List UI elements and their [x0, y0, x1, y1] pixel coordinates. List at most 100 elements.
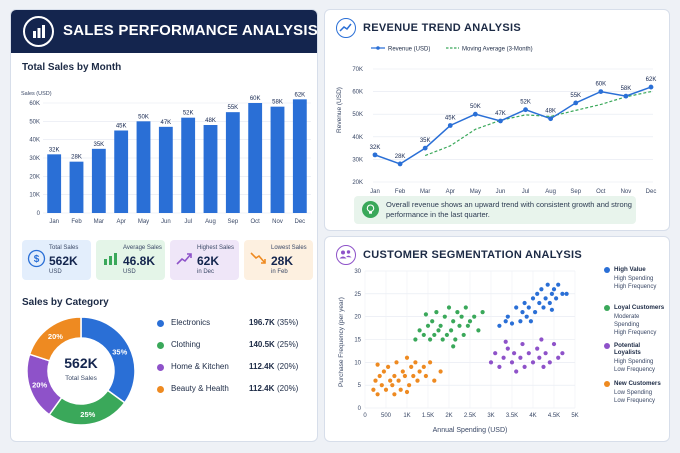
- trend-x-tick: Oct: [596, 189, 606, 195]
- bar-data-label: 62K: [294, 92, 305, 98]
- scatter-y-tick: 25: [354, 292, 361, 298]
- bar-data-label: 32K: [49, 147, 60, 153]
- kpi-label: Average Sales: [123, 245, 162, 251]
- bar-x-tick: Dec: [294, 219, 305, 225]
- bar: [114, 130, 129, 213]
- category-percent: (20%): [277, 384, 299, 393]
- scatter-point: [528, 319, 533, 324]
- legend-dot: [604, 305, 610, 311]
- scatter-x-tick: 4.5K: [548, 413, 560, 419]
- bar-x-tick: Jun: [161, 219, 171, 225]
- legend-dot: [604, 343, 610, 349]
- scatter-point: [423, 312, 428, 317]
- scatter-point: [541, 364, 546, 369]
- segment-legend-text: New Customers Low Spending Low Frequency: [614, 380, 666, 405]
- trend-up-icon: [176, 253, 192, 265]
- bar-y-tick: 50K: [29, 119, 40, 125]
- donut-slice-label: 20%: [32, 380, 47, 389]
- segment-name: Potential Loyalists: [614, 342, 641, 356]
- revenue-point: [573, 100, 579, 106]
- bar-data-label: 50K: [138, 114, 149, 120]
- revenue-line-chart: Revenue (USD) Moving Average (3-Month) R…: [336, 46, 656, 195]
- scatter-point: [503, 339, 508, 344]
- revenue-point: [523, 107, 528, 113]
- bar-x-tick: Sep: [227, 219, 238, 225]
- kpi-card: Highest Sales 62K in Dec: [170, 240, 239, 280]
- revenue-point: [472, 111, 478, 117]
- scatter-point: [551, 287, 557, 292]
- revenue-data-label: 28K: [395, 154, 406, 160]
- segment-name: Loyal Customers: [614, 304, 665, 311]
- scatter-point: [436, 328, 441, 333]
- scatter-point: [392, 373, 397, 379]
- scatter-point: [415, 378, 420, 383]
- trend-legend: Revenue (USD) Moving Average (3-Month): [371, 46, 533, 53]
- scatter-point: [386, 364, 391, 369]
- donut-center-label: Total Sales: [65, 375, 98, 382]
- scatter-y-tick: 10: [354, 360, 361, 366]
- bar-data-label: 55K: [227, 105, 238, 111]
- trend-y-tick: 20K: [352, 180, 363, 186]
- trend-x-tick: Apr: [446, 189, 455, 195]
- category-value: 140.5K: [249, 340, 275, 349]
- revenue-point: [548, 116, 554, 122]
- trend-line-icon: [336, 18, 356, 38]
- scatter-point: [428, 360, 433, 365]
- revenue-data-label: 55K: [570, 93, 581, 99]
- kpi-value: 562K: [49, 254, 78, 268]
- segmentation-scatter-chart: Purchase Frequency (per year) Annual Spe…: [338, 269, 579, 434]
- scatter-point: [379, 383, 384, 388]
- revenue-point: [397, 161, 403, 167]
- bar-data-label: 28K: [71, 155, 82, 161]
- scatter-point: [438, 323, 443, 328]
- scatter-point: [409, 364, 414, 369]
- bar: [203, 125, 218, 213]
- scatter-point: [518, 319, 523, 324]
- scatter-point: [402, 373, 407, 379]
- scatter-y-tick: 20: [354, 315, 361, 321]
- scatter-x-tick: 2.5K: [464, 413, 476, 419]
- kpi-subtext: in Dec: [197, 269, 215, 275]
- moving-average-line: [424, 91, 652, 157]
- bar-y-tick: 0: [37, 211, 41, 217]
- scatter-point: [547, 300, 552, 306]
- category-legend-item: Electronics 196.7K (35%): [157, 318, 317, 330]
- scatter-point: [543, 351, 548, 356]
- scatter-point: [442, 314, 447, 319]
- legend-moving-average: Moving Average (3-Month): [462, 47, 533, 53]
- category-value: 112.4K: [249, 362, 275, 371]
- bar-chart-icon: [23, 16, 54, 47]
- category-percent: (25%): [277, 340, 299, 349]
- scatter-point: [526, 305, 531, 310]
- scatter-point: [537, 355, 542, 360]
- kpi-card: Average Sales 46.8K USD: [96, 240, 165, 280]
- bar: [136, 121, 151, 213]
- scatter-point: [535, 291, 540, 296]
- dashboard-title: SALES PERFORMANCE ANALYSIS: [63, 22, 318, 39]
- trend-title: REVENUE TREND ANALYSIS: [363, 22, 521, 34]
- bar-data-label: 35K: [93, 142, 104, 148]
- kpi-value: 28K: [271, 254, 294, 268]
- scatter-y-tick: 5: [358, 383, 362, 389]
- segment-desc: High Spending: [614, 359, 654, 365]
- segment-desc: High Frequency: [614, 330, 657, 336]
- revenue-data-label: 32K: [370, 145, 381, 151]
- scatter-point: [444, 332, 449, 338]
- trend-ylabel: Revenue (USD): [336, 87, 343, 133]
- scatter-point: [512, 351, 517, 356]
- scatter-x-tick: 3.5K: [506, 413, 518, 419]
- segment-legend-item: High Value High Spending High Frequency: [604, 266, 666, 291]
- category-value: 196.7K: [249, 318, 275, 327]
- revenue-point: [498, 118, 503, 124]
- scatter-point: [383, 387, 389, 392]
- revenue-data-label: 48K: [545, 109, 556, 115]
- scatter-point: [459, 314, 464, 319]
- kpi-card: Lowest Sales 28K in Feb: [244, 240, 313, 280]
- segment-legend-item: New Customers Low Spending Low Frequency: [604, 380, 666, 405]
- revenue-trend-panel: REVENUE TREND ANALYSIS Revenue (USD) Mov…: [324, 9, 670, 231]
- scatter-point: [554, 296, 559, 301]
- bar-data-label: 48K: [205, 118, 216, 124]
- bar-x-tick: Aug: [205, 219, 216, 225]
- scatter-point: [509, 321, 515, 326]
- lightbulb-icon: [362, 201, 379, 218]
